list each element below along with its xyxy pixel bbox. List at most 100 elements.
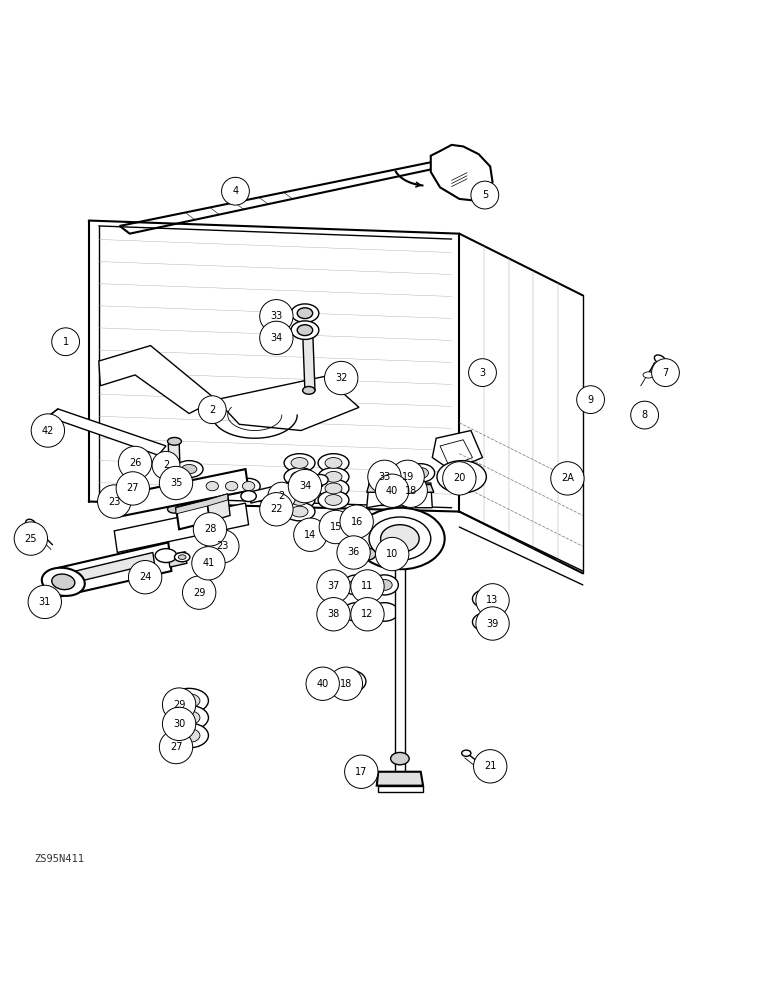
Circle shape	[97, 485, 131, 518]
Ellipse shape	[284, 502, 315, 521]
Circle shape	[198, 396, 226, 424]
Polygon shape	[378, 786, 423, 792]
Ellipse shape	[42, 568, 85, 596]
Text: 17: 17	[355, 767, 367, 777]
Circle shape	[471, 181, 499, 209]
Ellipse shape	[381, 525, 419, 552]
Text: 27: 27	[127, 483, 139, 493]
Circle shape	[340, 505, 374, 538]
Circle shape	[28, 585, 62, 619]
Circle shape	[118, 446, 152, 480]
Ellipse shape	[168, 505, 181, 513]
Text: 25: 25	[25, 534, 37, 544]
Polygon shape	[216, 376, 359, 431]
Circle shape	[306, 667, 340, 700]
Circle shape	[344, 755, 378, 788]
Text: 7: 7	[662, 368, 669, 378]
Polygon shape	[431, 145, 493, 200]
Text: 4: 4	[232, 186, 239, 196]
Circle shape	[469, 359, 496, 387]
Ellipse shape	[291, 458, 308, 468]
Text: 13: 13	[486, 595, 499, 605]
Text: 12: 12	[361, 609, 374, 619]
Polygon shape	[58, 542, 171, 596]
Text: 33: 33	[270, 311, 283, 321]
Ellipse shape	[318, 491, 349, 509]
Text: 30: 30	[173, 719, 185, 729]
Ellipse shape	[225, 481, 238, 491]
Circle shape	[162, 707, 196, 741]
Circle shape	[324, 361, 358, 395]
Circle shape	[476, 607, 510, 640]
Circle shape	[159, 466, 193, 500]
Polygon shape	[367, 480, 384, 508]
Polygon shape	[303, 330, 315, 392]
Polygon shape	[114, 503, 249, 552]
Circle shape	[577, 386, 604, 414]
Circle shape	[205, 530, 239, 563]
Text: 32: 32	[335, 373, 347, 383]
Ellipse shape	[178, 711, 200, 725]
Circle shape	[182, 576, 216, 609]
Polygon shape	[377, 772, 423, 786]
Circle shape	[14, 522, 48, 555]
Text: 15: 15	[330, 522, 342, 532]
Circle shape	[52, 328, 80, 356]
Circle shape	[317, 570, 350, 603]
Ellipse shape	[284, 479, 315, 498]
Polygon shape	[432, 431, 482, 471]
Polygon shape	[48, 409, 166, 455]
Circle shape	[476, 584, 510, 617]
Text: 40: 40	[317, 679, 329, 689]
Text: 37: 37	[327, 581, 340, 591]
Polygon shape	[395, 569, 405, 772]
Ellipse shape	[369, 517, 431, 560]
Text: ZS95N411: ZS95N411	[35, 854, 85, 864]
Text: 18: 18	[405, 486, 417, 496]
Circle shape	[293, 518, 327, 551]
Polygon shape	[168, 552, 187, 567]
Text: 1: 1	[63, 337, 69, 347]
Text: 22: 22	[270, 504, 283, 514]
Ellipse shape	[291, 471, 308, 482]
Ellipse shape	[340, 675, 358, 688]
Ellipse shape	[170, 723, 208, 748]
Text: 34: 34	[299, 481, 311, 491]
Ellipse shape	[175, 461, 203, 478]
Circle shape	[159, 730, 193, 764]
Polygon shape	[440, 440, 472, 467]
Ellipse shape	[472, 590, 500, 608]
Ellipse shape	[170, 688, 208, 713]
Text: 2: 2	[163, 460, 169, 470]
Ellipse shape	[462, 750, 471, 756]
Text: 21: 21	[484, 761, 496, 771]
Ellipse shape	[241, 491, 256, 502]
Ellipse shape	[584, 395, 593, 401]
Ellipse shape	[202, 528, 218, 537]
Text: 36: 36	[347, 547, 360, 557]
Polygon shape	[168, 441, 181, 509]
Circle shape	[319, 510, 353, 544]
Text: 23: 23	[216, 541, 229, 551]
Ellipse shape	[303, 326, 315, 334]
Ellipse shape	[284, 491, 315, 509]
Text: 39: 39	[486, 619, 499, 629]
Ellipse shape	[413, 468, 428, 478]
Text: 27: 27	[170, 742, 182, 752]
Ellipse shape	[313, 475, 328, 485]
Ellipse shape	[355, 508, 445, 569]
Ellipse shape	[303, 387, 315, 394]
Text: 26: 26	[129, 458, 141, 468]
Ellipse shape	[178, 729, 200, 742]
Circle shape	[259, 321, 293, 355]
Text: 11: 11	[361, 581, 374, 591]
Circle shape	[259, 493, 293, 526]
Ellipse shape	[291, 495, 308, 505]
Text: 19: 19	[401, 472, 414, 482]
Circle shape	[288, 469, 322, 503]
Circle shape	[268, 482, 296, 510]
Text: 42: 42	[42, 426, 54, 436]
Polygon shape	[415, 483, 432, 508]
Ellipse shape	[377, 580, 392, 590]
Polygon shape	[249, 475, 323, 503]
